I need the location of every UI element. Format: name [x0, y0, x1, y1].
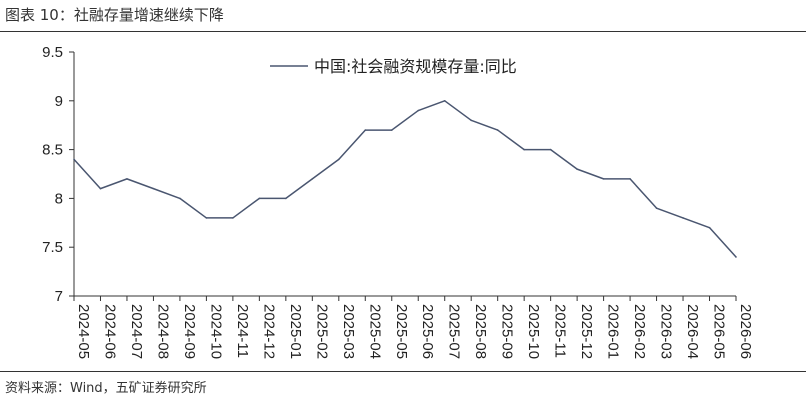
y-tick-label: 9 — [55, 93, 63, 110]
x-tick-label: 2025-03 — [340, 304, 357, 359]
data-point — [390, 129, 393, 131]
y-tick-label: 7 — [55, 288, 63, 305]
data-point — [496, 129, 499, 131]
x-tick-label: 2024-12 — [260, 304, 277, 359]
data-point — [417, 109, 420, 112]
data-point — [470, 119, 473, 122]
x-tick-label: 2024-10 — [207, 304, 224, 359]
x-tick-label: 2024-11 — [234, 304, 251, 358]
x-tick-label: 2026-03 — [658, 304, 675, 359]
x-tick-label: 2024-05 — [75, 304, 92, 359]
data-point — [73, 158, 75, 161]
series-layer — [73, 100, 737, 258]
data-point — [285, 197, 287, 200]
y-tick-label: 8.5 — [42, 142, 63, 159]
data-point — [523, 148, 525, 151]
data-point — [655, 207, 658, 209]
data-point — [682, 217, 684, 219]
x-tick-label: 2026-04 — [684, 304, 701, 359]
y-tick-label: 7.5 — [42, 239, 63, 256]
data-point — [338, 158, 340, 161]
x-tick-label: 2025-05 — [393, 304, 410, 359]
data-point — [258, 197, 261, 200]
x-tick-label: 2026-02 — [631, 304, 648, 359]
data-point — [629, 178, 631, 180]
x-tick-label: 2025-02 — [313, 304, 330, 359]
x-tick-label: 2024-06 — [101, 304, 118, 359]
data-point — [735, 256, 737, 258]
data-point — [126, 178, 128, 180]
y-axis: 7 7.5 8 8.5 9 9.5 — [42, 44, 75, 305]
bottom-rule — [0, 371, 806, 372]
y-tick-label: 8 — [55, 190, 63, 207]
data-point — [232, 217, 234, 219]
x-tick-label: 2025-08 — [472, 304, 489, 359]
data-point — [152, 187, 155, 190]
top-rule — [0, 31, 806, 32]
data-point — [549, 148, 552, 151]
y-tick-label: 9.5 — [42, 44, 63, 61]
series-line — [73, 100, 737, 258]
x-tick-label: 2025-10 — [525, 304, 542, 359]
data-point — [443, 100, 446, 102]
data-point — [602, 178, 605, 180]
source-note: 资料来源：Wind，五矿证券研究所 — [5, 381, 207, 396]
x-tick-label: 2024-07 — [128, 304, 145, 359]
data-point — [205, 217, 208, 219]
legend-label: 中国:社会融资规模存量:同比 — [314, 57, 517, 76]
x-tick-label: 2026-06 — [737, 304, 754, 359]
x-axis: 2024-05 2024-06 2024-07 2024-08 2024-09 2024-… — [73, 295, 754, 359]
x-tick-label: 2025-01 — [287, 304, 304, 359]
x-tick-label: 2024-08 — [154, 304, 171, 359]
x-tick-label: 2024-09 — [181, 304, 198, 359]
x-tick-label: 2025-12 — [578, 304, 595, 359]
x-tick-label: 2025-09 — [499, 304, 516, 359]
x-tick-label: 2025-07 — [446, 304, 463, 359]
data-point — [99, 187, 102, 190]
data-point — [708, 226, 711, 229]
x-tick-label: 2025-04 — [366, 304, 383, 359]
data-point — [179, 197, 181, 200]
x-tick-label: 2026-01 — [605, 304, 622, 359]
x-tick-label: 2026-05 — [711, 304, 728, 359]
legend: 中国:社会融资规模存量:同比 — [270, 57, 517, 76]
x-tick-label: 2025-06 — [419, 304, 436, 359]
data-point — [364, 129, 367, 131]
data-point — [576, 168, 578, 170]
figure-title: 图表 10：社融存量增速继续下降 — [5, 6, 224, 24]
x-tick-label: 2025-11 — [552, 304, 569, 358]
data-point — [311, 178, 314, 180]
